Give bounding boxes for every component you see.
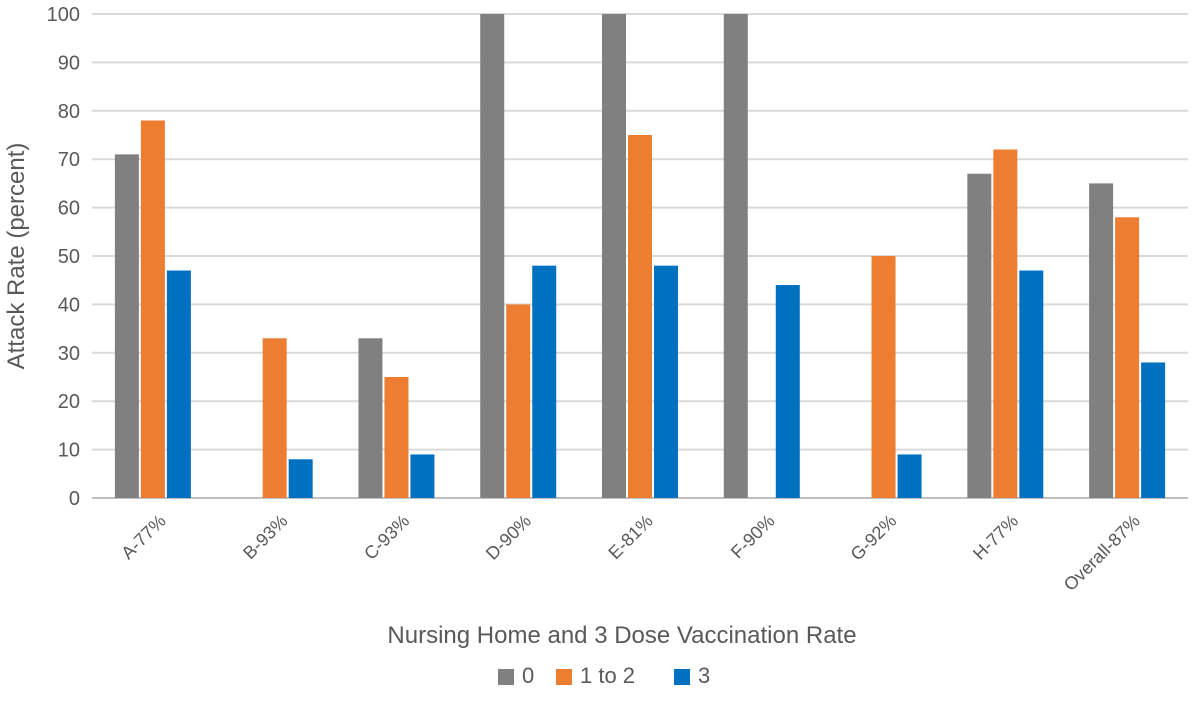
x-tick-label: G-92%	[847, 511, 901, 565]
y-tick-label: 70	[58, 149, 80, 171]
bar-1-to-2-Overall-87%	[1115, 217, 1140, 498]
bar-0-D-90%	[480, 14, 505, 498]
y-tick-label: 50	[58, 246, 80, 268]
legend-swatch	[674, 669, 690, 685]
x-tick-label: A-77%	[117, 511, 169, 563]
legend-label: 3	[698, 663, 710, 688]
y-tick-label: 40	[58, 294, 80, 316]
y-tick-label: 80	[58, 101, 80, 123]
x-tick-label: E-81%	[604, 511, 656, 563]
bar-0-F-90%	[723, 14, 748, 498]
x-tick-label: F-90%	[727, 511, 779, 563]
x-axis-ticks: A-77% B-93% C-93% D-90% E-81% F-90% G-92% H-77%…	[117, 511, 1144, 595]
bar-3-A-77%	[166, 270, 191, 498]
bar-1-to-2-D-90%	[506, 304, 531, 498]
x-tick-label: C-93%	[360, 511, 413, 564]
y-tick-label: 100	[47, 4, 80, 26]
bar-1-to-2-C-93%	[384, 377, 409, 498]
bar-1-to-2-H-77%	[993, 149, 1018, 498]
bar-0-A-77%	[114, 154, 139, 499]
bar-3-E-81%	[654, 265, 678, 498]
bar-3-C-93%	[410, 454, 435, 498]
x-tick-label: B-93%	[239, 511, 291, 563]
x-axis-title: Nursing Home and 3 Dose Vaccination Rate	[387, 622, 856, 649]
bar-3-B-93%	[288, 459, 313, 498]
bar-3-Overall-87%	[1141, 362, 1166, 498]
y-axis-title: Attack Rate (percent)	[3, 143, 30, 370]
legend-swatch	[498, 669, 514, 685]
bar-1-to-2-E-81%	[628, 135, 652, 498]
legend-label: 0	[522, 663, 534, 688]
bar-0-H-77%	[967, 173, 992, 498]
y-tick-label: 10	[58, 440, 80, 462]
bar-1-to-2-A-77%	[140, 120, 165, 498]
x-tick-label: H-77%	[969, 511, 1022, 564]
legend-swatch	[556, 669, 572, 685]
x-tick-label: D-90%	[482, 511, 535, 564]
bar-3-G-92%	[897, 454, 922, 498]
legend: 0 1 to 2 3	[498, 663, 710, 688]
y-tick-label: 0	[69, 488, 80, 510]
y-tick-label: 30	[58, 343, 80, 365]
bar-1-to-2-B-93%	[262, 338, 287, 498]
bars	[114, 14, 1166, 499]
bar-1-to-2-G-92%	[871, 256, 896, 498]
bar-0-C-93%	[358, 338, 383, 498]
bar-3-D-90%	[532, 265, 557, 498]
bar-0-Overall-87%	[1089, 183, 1114, 498]
legend-label: 1 to 2	[580, 663, 635, 688]
bar-0-E-81%	[602, 14, 626, 498]
bar-3-H-77%	[1019, 270, 1044, 498]
x-tick-label: Overall-87%	[1060, 511, 1144, 595]
y-tick-label: 20	[58, 391, 80, 413]
y-tick-label: 90	[58, 52, 80, 74]
y-axis-ticks: 0 10 20 30 40 50 60 70 80 90 100	[47, 4, 80, 510]
bar-3-F-90%	[775, 285, 800, 498]
y-tick-label: 60	[58, 198, 80, 220]
